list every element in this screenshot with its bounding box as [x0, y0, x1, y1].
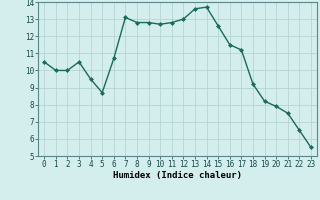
- X-axis label: Humidex (Indice chaleur): Humidex (Indice chaleur): [113, 171, 242, 180]
